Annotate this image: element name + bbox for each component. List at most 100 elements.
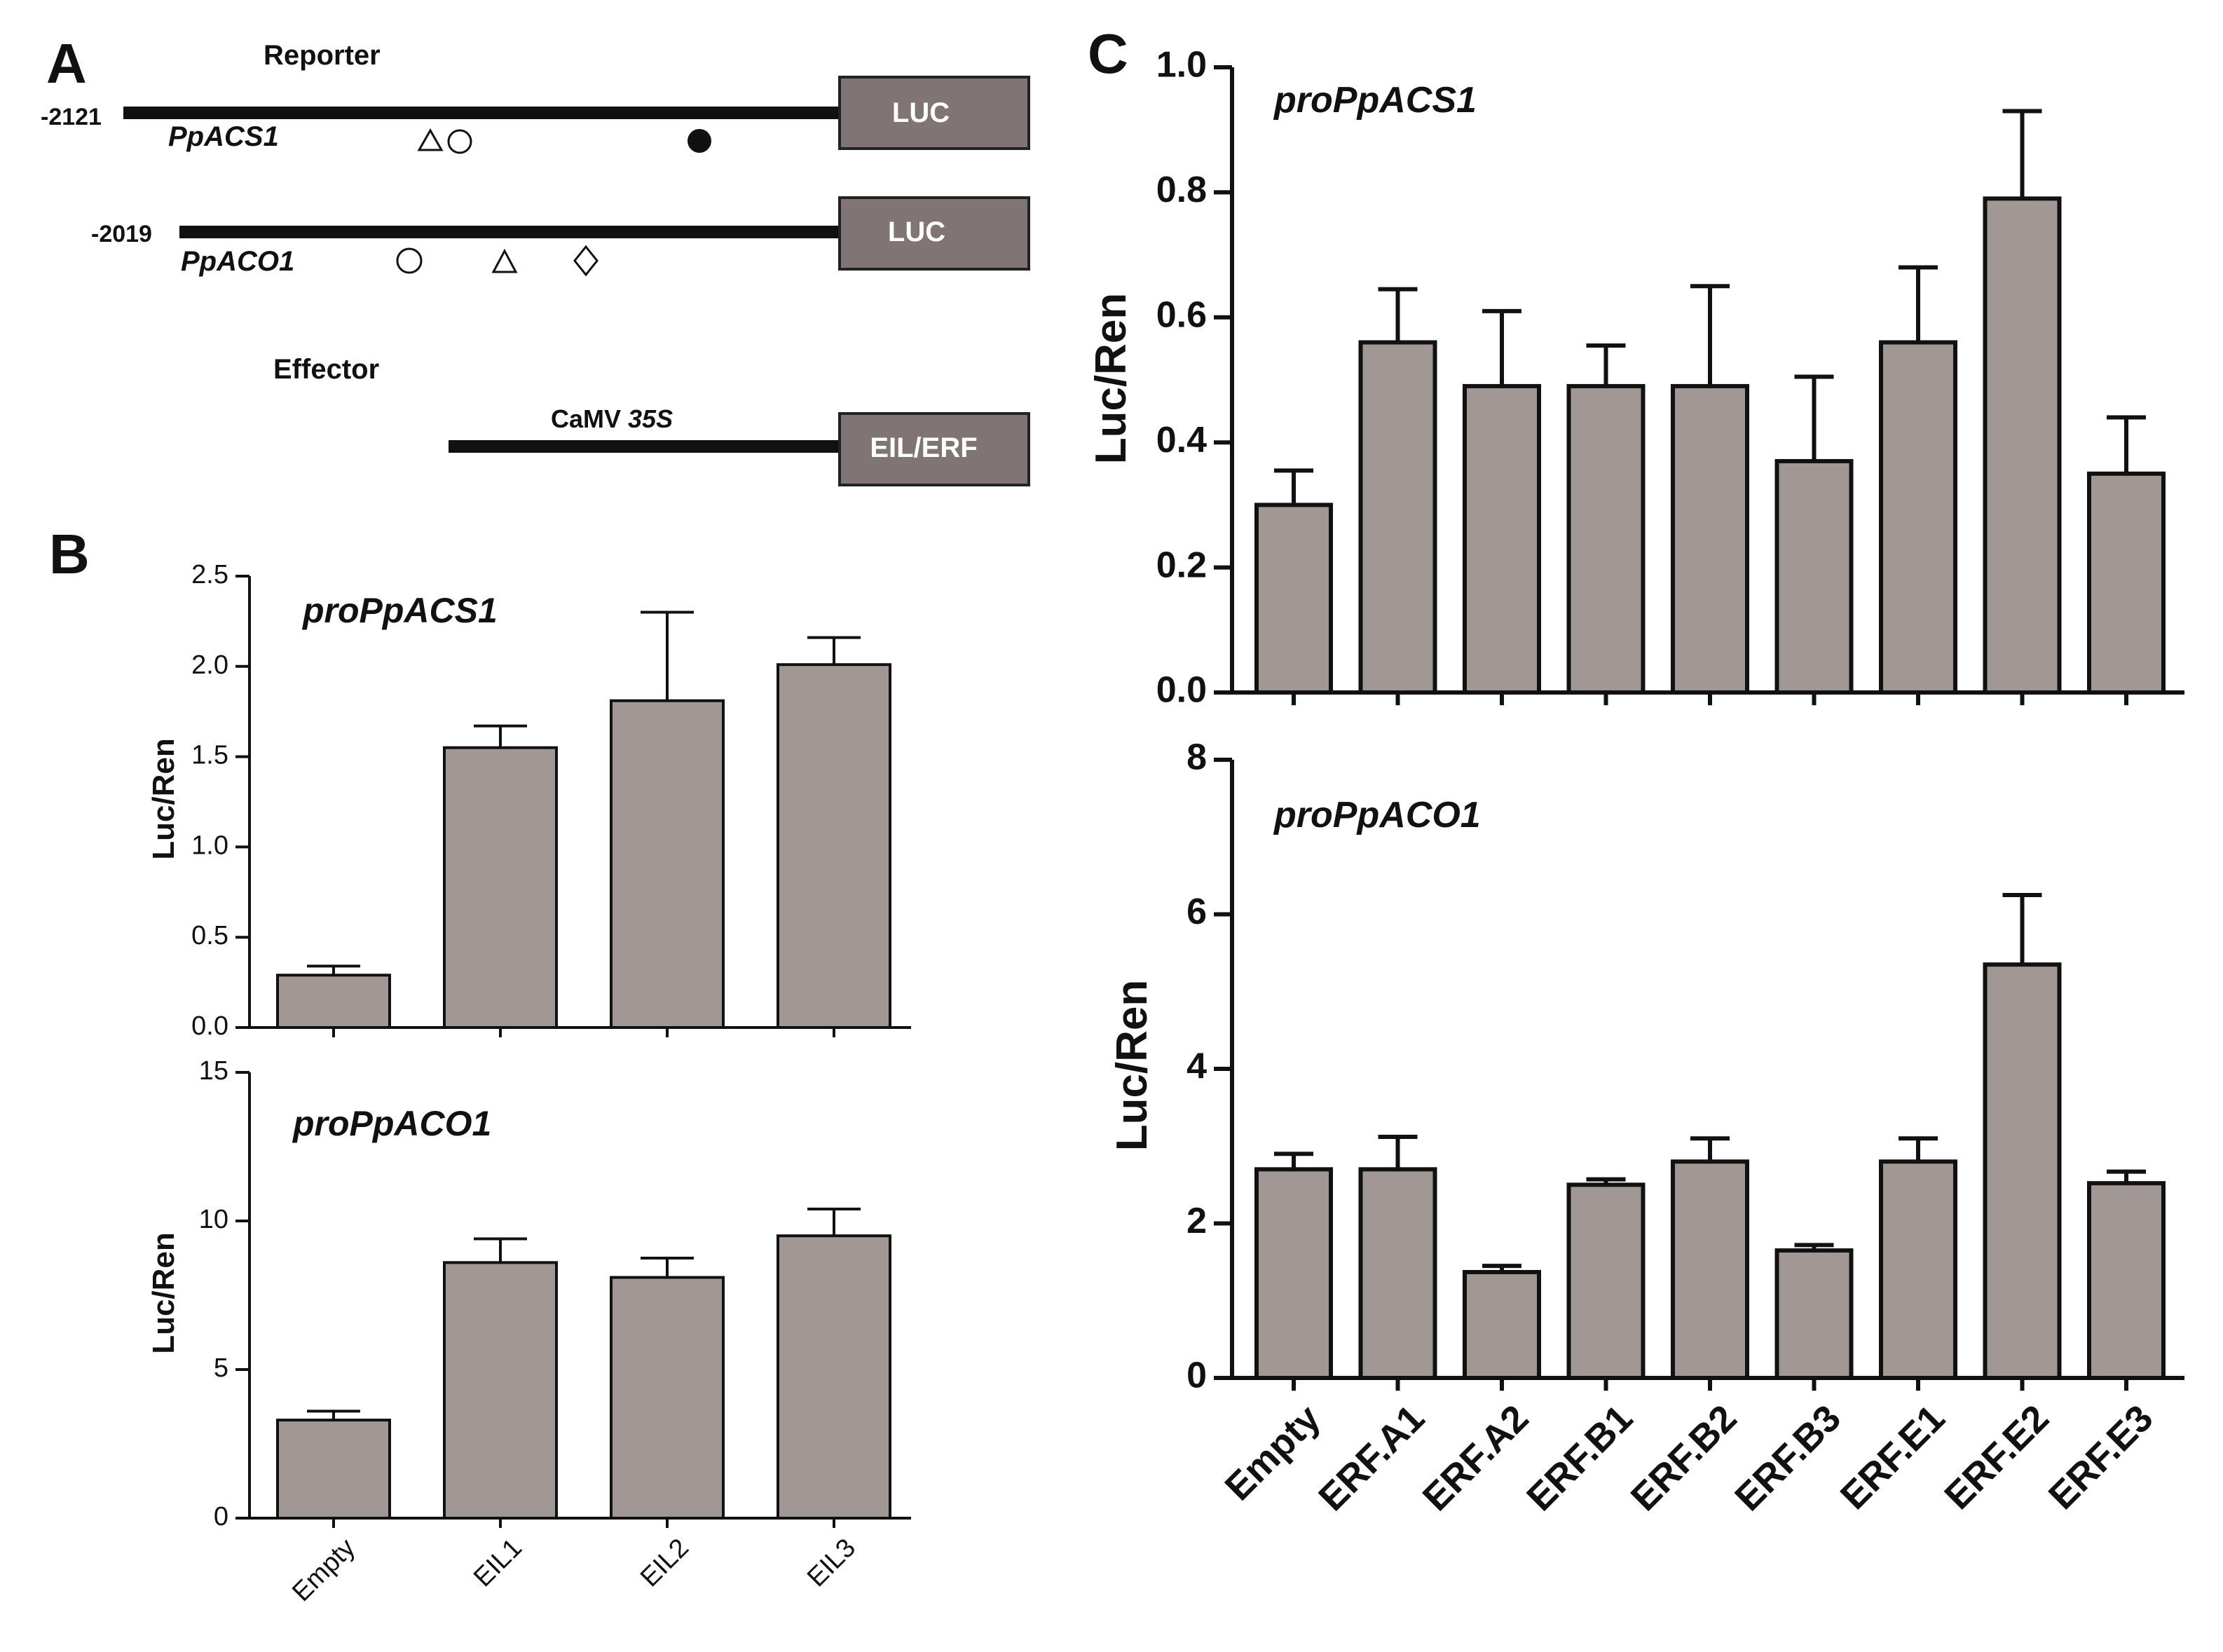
effector-label: Effector — [273, 354, 379, 385]
bar-erf-a1 — [1358, 340, 1437, 695]
x-category-label: Empty — [287, 1533, 361, 1607]
bar-empty — [276, 974, 391, 1030]
diamond-motif-icon — [573, 245, 598, 277]
x-category-label: ERF.A2 — [1415, 1397, 1537, 1519]
y-tick-label: 0.5 — [191, 921, 228, 950]
bar-erf-e1 — [1879, 1159, 1957, 1381]
acs-coordinate: -2121 — [41, 104, 102, 130]
promoter-prefix: CaMV — [551, 404, 628, 433]
y-tick-label: 6 — [1186, 892, 1207, 932]
x-category-label: ERF.A1 — [1311, 1397, 1432, 1519]
acs-promoter-line — [123, 107, 841, 119]
x-category-label: ERF.B1 — [1519, 1397, 1641, 1519]
y-tick-label: 1.0 — [1156, 45, 1207, 86]
bar-eil1 — [443, 1261, 558, 1520]
chart-c-acs: 0.0 0.2 0.4 0.6 0.8 1.0 proPpACS1 Luc/Ren — [1087, 45, 2184, 711]
bar-erf-a2 — [1463, 383, 1541, 695]
effector-promoter-line — [449, 440, 841, 453]
effector-promoter-label: CaMV 35S — [551, 404, 673, 433]
y-axis-label: Luc/Ren — [1087, 293, 1135, 465]
y-tick-label: 0.6 — [1156, 295, 1207, 336]
y-tick-label: 15 — [199, 1056, 228, 1086]
y-tick-label: 0 — [214, 1502, 228, 1531]
aco-luc-label: LUC — [888, 217, 945, 247]
y-tick-label: 5 — [214, 1353, 228, 1383]
bar-erf-b2 — [1671, 1159, 1749, 1381]
y-tick-label: 0 — [1186, 1356, 1207, 1396]
y-tick-label: 2.5 — [191, 560, 228, 589]
y-tick-label: 2 — [1186, 1201, 1207, 1241]
x-category-label: EIL1 — [468, 1533, 528, 1592]
y-tick-label: 1.0 — [191, 831, 228, 860]
chart-b-acs: 0.0 0.5 1.0 1.5 2.0 2.5 proPpACS1 Luc/Ren — [146, 560, 911, 1041]
y-tick-label: 2.0 — [191, 650, 228, 680]
panel-b-letter: B — [49, 523, 90, 585]
bar-eil2 — [610, 1276, 725, 1520]
bar-erf-b3 — [1774, 458, 1854, 695]
y-tick-label: 1.5 — [191, 741, 228, 770]
aco-luc-box — [838, 196, 1030, 271]
bar-erf-e1 — [1879, 340, 1957, 695]
bar-eil1 — [443, 746, 558, 1029]
y-tick-label: 0.8 — [1156, 170, 1207, 210]
x-category-label: ERF.E1 — [1833, 1397, 1953, 1517]
effector-box — [838, 412, 1030, 486]
bar-erf-e2 — [1983, 196, 2062, 695]
y-tick-label: 8 — [1186, 737, 1207, 778]
effector-box-label: EIL/ERF — [870, 432, 977, 463]
chart-title: proPpACO1 — [1273, 795, 1481, 835]
x-category-label: Empty — [1217, 1397, 1329, 1508]
reporter-label: Reporter — [264, 40, 381, 71]
chart-b-aco: 0 5 10 15 proPpACO1 Luc/Ren Empty EIL1 EIL2 EIL3 — [146, 1056, 911, 1607]
triangle-motif-icon — [491, 248, 518, 273]
acs-luc-label: LUC — [892, 97, 950, 128]
panel-a: A Reporter -2121 PpACS1 LUC -2019 PpACO1… — [41, 32, 1030, 486]
x-category-label: ERF.E3 — [2041, 1397, 2161, 1517]
chart-title: proPpACO1 — [292, 1104, 491, 1143]
y-tick-label: 0.0 — [191, 1011, 228, 1041]
bar-empty — [276, 1419, 391, 1520]
y-tick-label: 0.4 — [1156, 420, 1207, 460]
filled-circle-motif-icon — [688, 129, 711, 153]
bar-erf-b1 — [1566, 383, 1646, 695]
bar-erf-e2 — [1983, 962, 2062, 1380]
x-category-label: ERF.B3 — [1727, 1397, 1849, 1519]
bar-erf-b1 — [1566, 1182, 1646, 1380]
y-tick-label: 4 — [1186, 1046, 1207, 1087]
bar-erf-b2 — [1671, 383, 1749, 695]
circle-motif-icon — [447, 129, 472, 154]
y-tick-label: 10 — [199, 1205, 228, 1234]
triangle-motif-icon — [417, 128, 444, 151]
bar-erf-b3 — [1774, 1248, 1854, 1381]
chart-title: proPpACS1 — [1273, 80, 1477, 121]
chart-c-aco: 02468proPpACO1Luc/RenEmptyERF.A1ERF.A2ER… — [1108, 737, 2184, 1519]
panel-c-letter: C — [1088, 22, 1128, 85]
aco-coordinate: -2019 — [91, 221, 152, 247]
bar-erf-a1 — [1358, 1167, 1437, 1380]
y-tick-label: 0.0 — [1156, 670, 1207, 711]
y-axis-label: Luc/Ren — [146, 738, 181, 860]
x-category-label: EIL2 — [635, 1533, 695, 1592]
y-axis-label: Luc/Ren — [1108, 980, 1156, 1152]
aco-gene-label: PpACO1 — [181, 246, 294, 277]
promoter-italic: 35S — [628, 404, 673, 433]
y-axis-label: Luc/Ren — [146, 1232, 181, 1354]
bar-eil2 — [610, 699, 725, 1030]
bar-eil3 — [777, 1234, 891, 1520]
bar-empty — [1254, 1167, 1333, 1380]
circle-motif-icon — [396, 247, 423, 274]
x-category-label: ERF.B2 — [1623, 1397, 1745, 1519]
bar-eil3 — [777, 663, 891, 1029]
acs-gene-label: PpACS1 — [168, 121, 279, 152]
bar-erf-a2 — [1463, 1269, 1541, 1381]
panel-a-letter: A — [46, 32, 87, 95]
chart-title: proPpACS1 — [301, 591, 498, 630]
acs-luc-box — [838, 76, 1030, 150]
bar-erf-e3 — [2087, 471, 2166, 695]
x-category-label: EIL3 — [802, 1533, 861, 1592]
bar-empty — [1254, 503, 1333, 695]
y-tick-label: 0.2 — [1156, 545, 1207, 585]
bar-erf-e3 — [2087, 1181, 2166, 1381]
x-category-label: ERF.E2 — [1936, 1397, 2057, 1517]
